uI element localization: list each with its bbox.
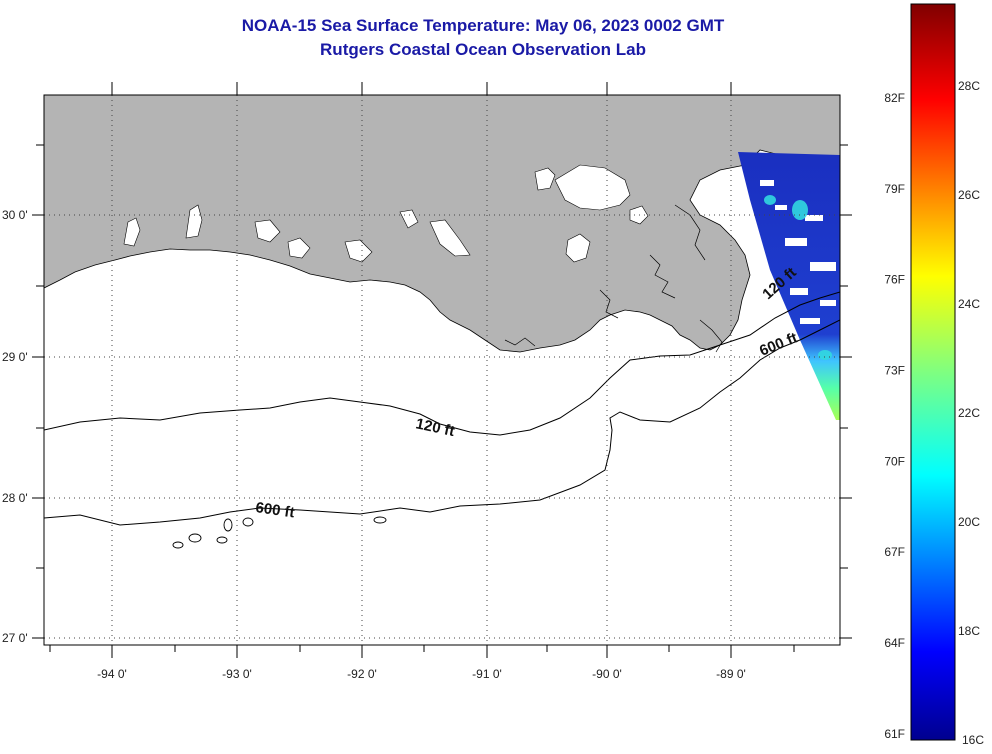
colorbar-label-f: 64F xyxy=(884,636,905,650)
lon-label: -89 0' xyxy=(716,667,746,681)
lat-label: 29 0' xyxy=(2,350,28,364)
colorbar-label-c: 18C xyxy=(958,624,980,638)
contour-label-600ft: 600 ft xyxy=(254,499,295,521)
axis-ticks xyxy=(32,82,852,658)
map-subtitle: Rutgers Coastal Ocean Observation Lab xyxy=(320,40,646,59)
colorbar-label-f: 70F xyxy=(884,454,905,468)
lat-label: 30 0' xyxy=(2,208,28,222)
lat-labels: 30 0' 29 0' 28 0' 27 0' xyxy=(2,208,28,645)
colorbar-label-c: 16C xyxy=(962,733,984,747)
contour-islands xyxy=(172,516,387,549)
colorbar xyxy=(910,3,956,741)
delta-marsh xyxy=(504,204,723,353)
lon-label: -91 0' xyxy=(472,667,502,681)
contour-600ft xyxy=(44,319,840,526)
inland-water xyxy=(123,164,649,263)
lon-label: -90 0' xyxy=(592,667,622,681)
colorbar-label-f: 79F xyxy=(884,182,905,196)
graticule xyxy=(44,95,840,645)
colorbar-label-c: 28C xyxy=(958,79,980,93)
cloud-gaps xyxy=(760,180,836,324)
lat-label: 28 0' xyxy=(2,491,28,505)
colorbar-label-f: 61F xyxy=(884,727,905,741)
colorbar-label-c: 26C xyxy=(958,188,980,202)
colorbar-label-f: 67F xyxy=(884,545,905,559)
lon-label: -94 0' xyxy=(97,667,127,681)
colorbar-label-c: 20C xyxy=(958,515,980,529)
lon-labels: -94 0' -93 0' -92 0' -91 0' -90 0' -89 0… xyxy=(97,667,746,681)
map-frame xyxy=(43,94,841,646)
colorbar-label-c: 22C xyxy=(958,406,980,420)
colorbar-label-f: 82F xyxy=(884,91,905,105)
lon-label: -92 0' xyxy=(347,667,377,681)
lat-label: 27 0' xyxy=(2,631,28,645)
colorbar-label-f: 73F xyxy=(884,363,905,377)
contour-120ft xyxy=(44,291,840,436)
colorbar-label-c: 24C xyxy=(958,297,980,311)
map-title: NOAA-15 Sea Surface Temperature: May 06,… xyxy=(241,16,725,35)
colorbar-label-f: 76F xyxy=(884,273,905,287)
colorbar-celsius-scale: 28C 26C 24C 22C 20C 18C 16C xyxy=(958,79,984,747)
lon-label: -93 0' xyxy=(222,667,252,681)
colorbar-fahrenheit-scale: 82F 79F 76F 73F 70F 67F 64F 61F xyxy=(884,91,905,741)
